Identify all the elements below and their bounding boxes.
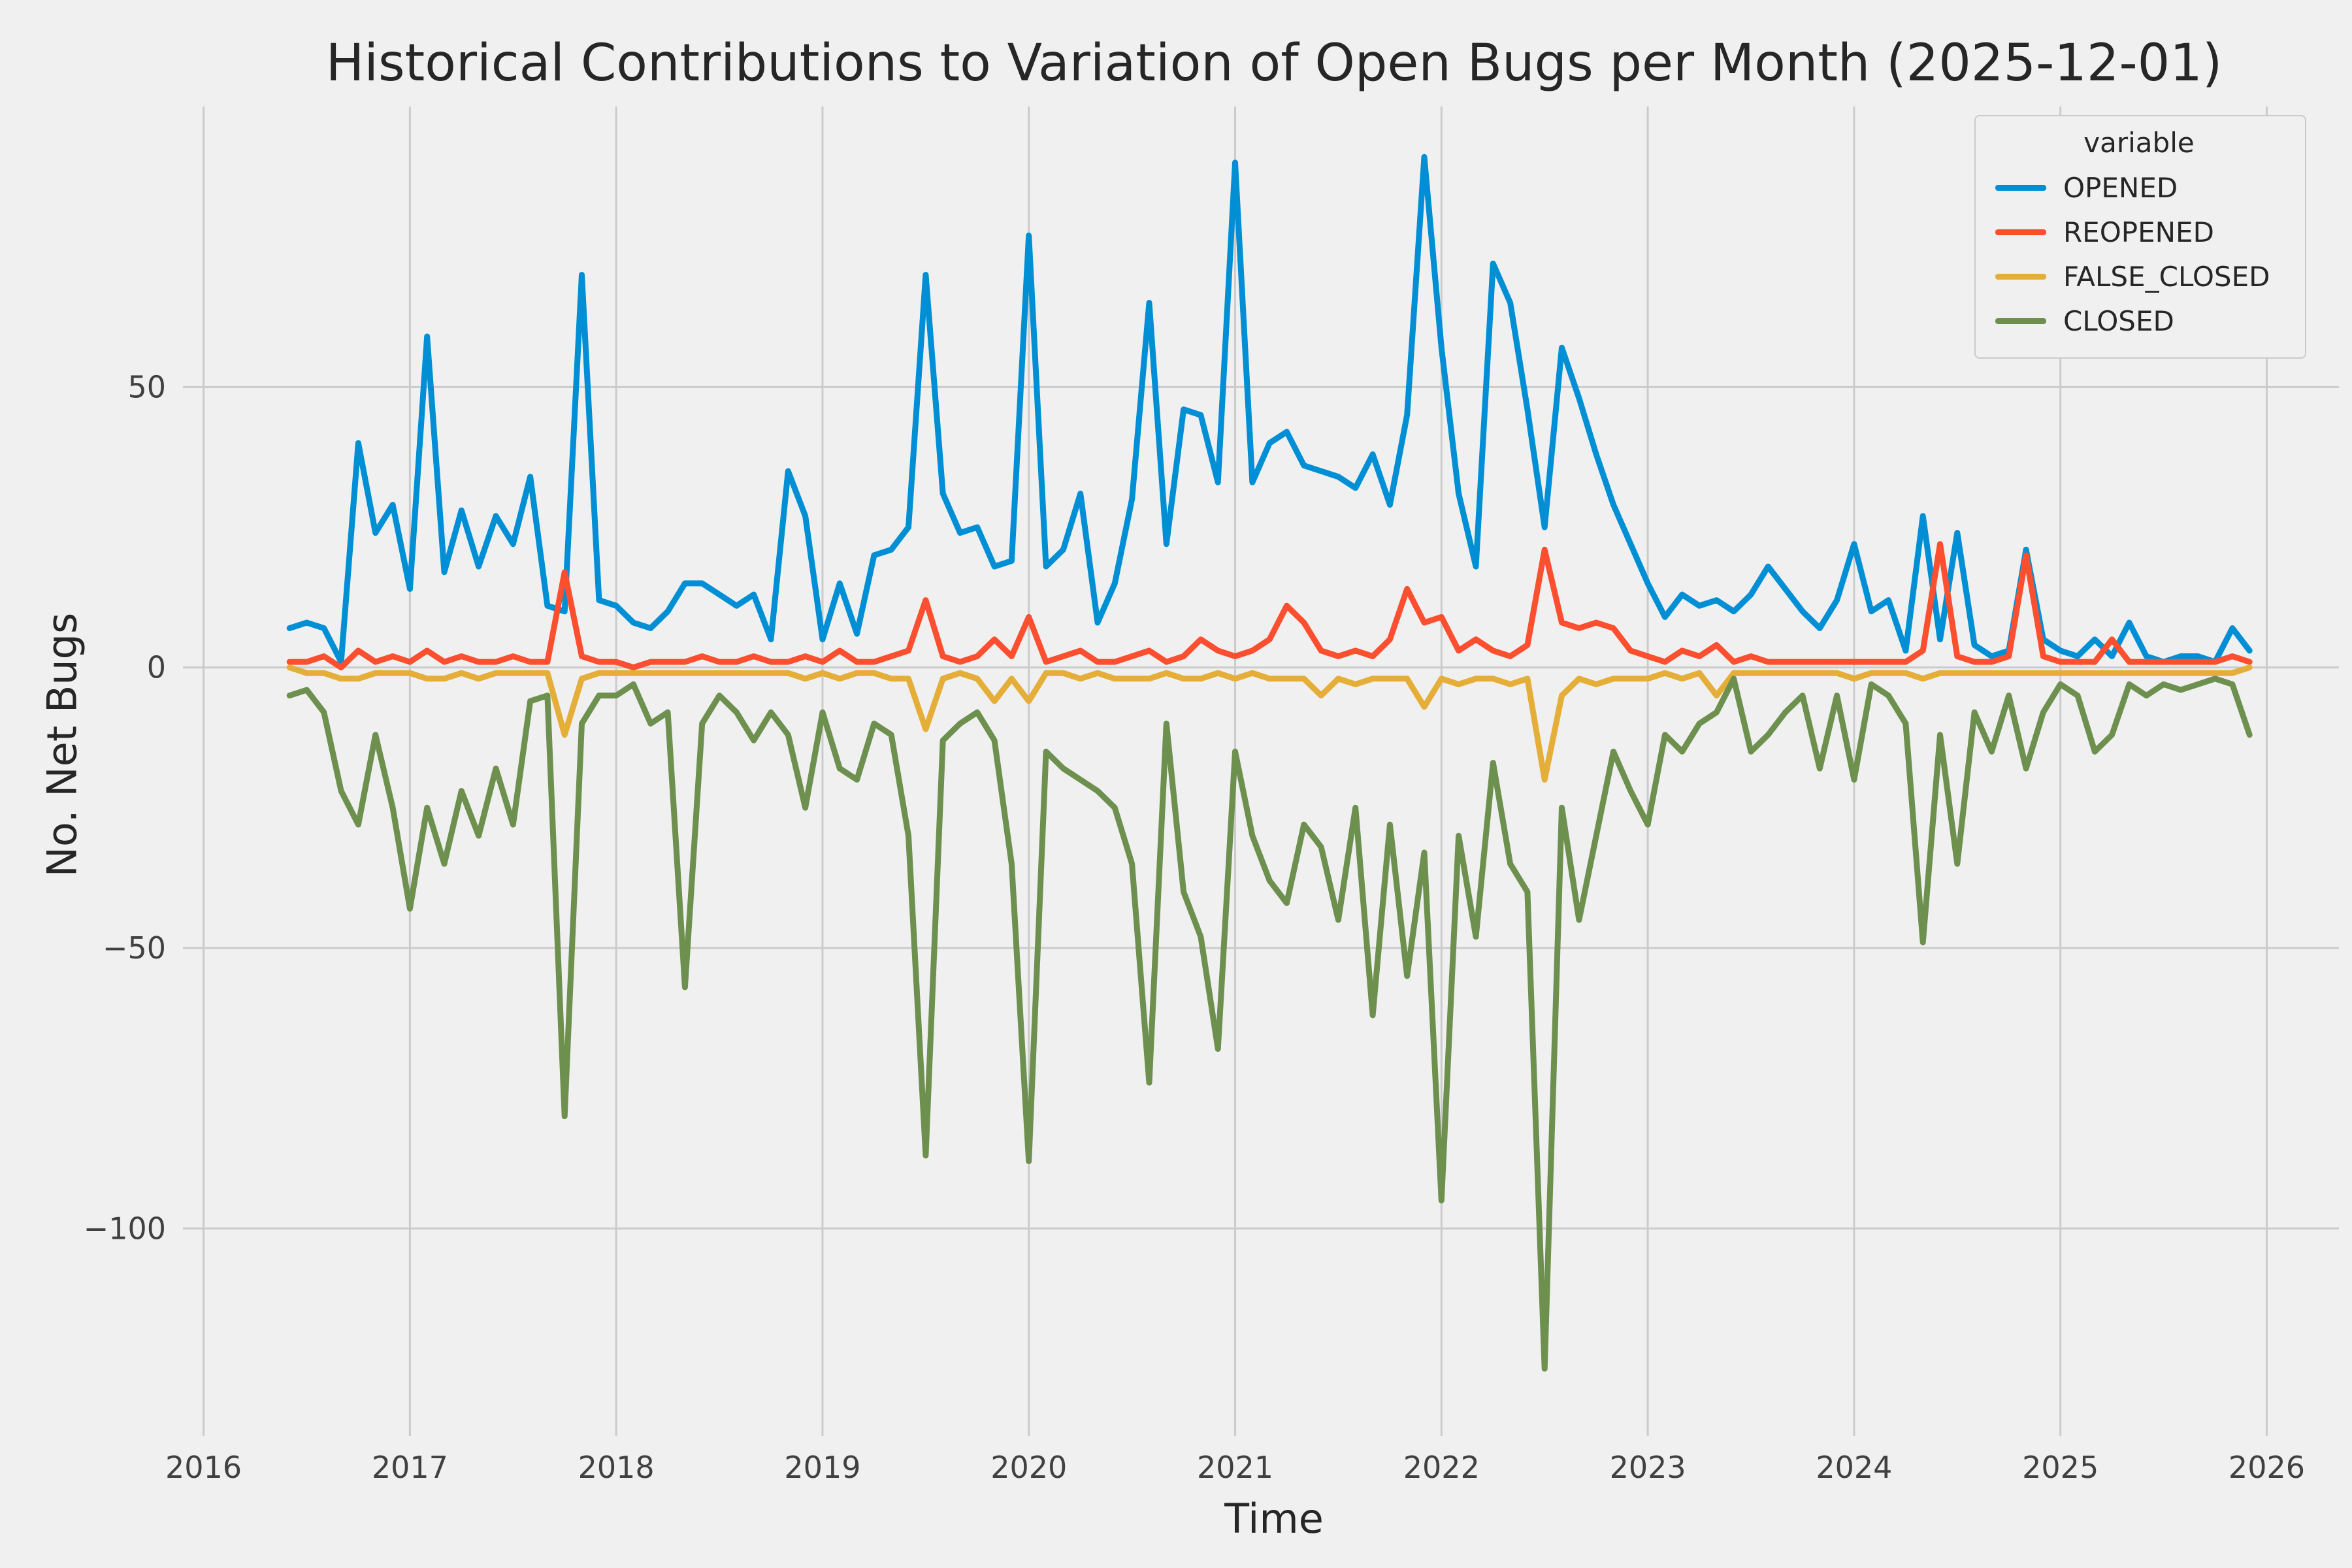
series-line-closed xyxy=(286,676,2253,1372)
legend-item-closed: CLOSED xyxy=(1995,299,2283,343)
x-tick-label: 2017 xyxy=(372,1450,448,1485)
x-axis-label: Time xyxy=(1224,1495,1324,1543)
legend-item-reopened: REOPENED xyxy=(1995,210,2283,254)
chart-title: Historical Contributions to Variation of… xyxy=(325,34,2223,93)
x-tick-label: 2020 xyxy=(990,1450,1067,1485)
opened-line-swatch xyxy=(1995,184,2046,191)
x-tick-label: 2024 xyxy=(1816,1450,1892,1485)
false-closed-line-swatch xyxy=(1995,273,2046,280)
series-line-false_closed xyxy=(286,664,2253,783)
x-tick-label: 2022 xyxy=(1403,1450,1480,1485)
y-tick-label: 0 xyxy=(147,650,166,685)
x-tick-label: 2016 xyxy=(165,1450,242,1485)
y-tick-label: −50 xyxy=(103,930,166,966)
legend-label-reopened: REOPENED xyxy=(2063,216,2214,248)
legend-item-opened: OPENED xyxy=(1995,165,2283,210)
x-tick-label: 2025 xyxy=(2022,1450,2099,1485)
x-tick-label: 2019 xyxy=(784,1450,860,1485)
x-tick-label: 2026 xyxy=(2229,1450,2305,1485)
y-tick-label: 50 xyxy=(127,369,166,404)
series-line-reopened xyxy=(286,541,2253,671)
x-tick-label: 2023 xyxy=(1610,1450,1686,1485)
legend: variable OPENED REOPENED FALSE_CLOSED CL… xyxy=(1974,115,2306,359)
x-tick-label: 2018 xyxy=(578,1450,655,1485)
y-tick-label: −100 xyxy=(84,1211,166,1246)
legend-title: variable xyxy=(2083,127,2195,159)
legend-label-closed: CLOSED xyxy=(2063,304,2174,337)
series-line-opened xyxy=(286,154,2253,665)
reopened-line-swatch xyxy=(1995,229,2046,235)
legend-label-false-closed: FALSE_CLOSED xyxy=(2063,260,2270,293)
legend-label-opened: OPENED xyxy=(2063,171,2178,204)
x-tick-label: 2021 xyxy=(1197,1450,1273,1485)
closed-line-swatch xyxy=(1995,318,2046,324)
legend-item-false-closed: FALSE_CLOSED xyxy=(1995,254,2283,299)
